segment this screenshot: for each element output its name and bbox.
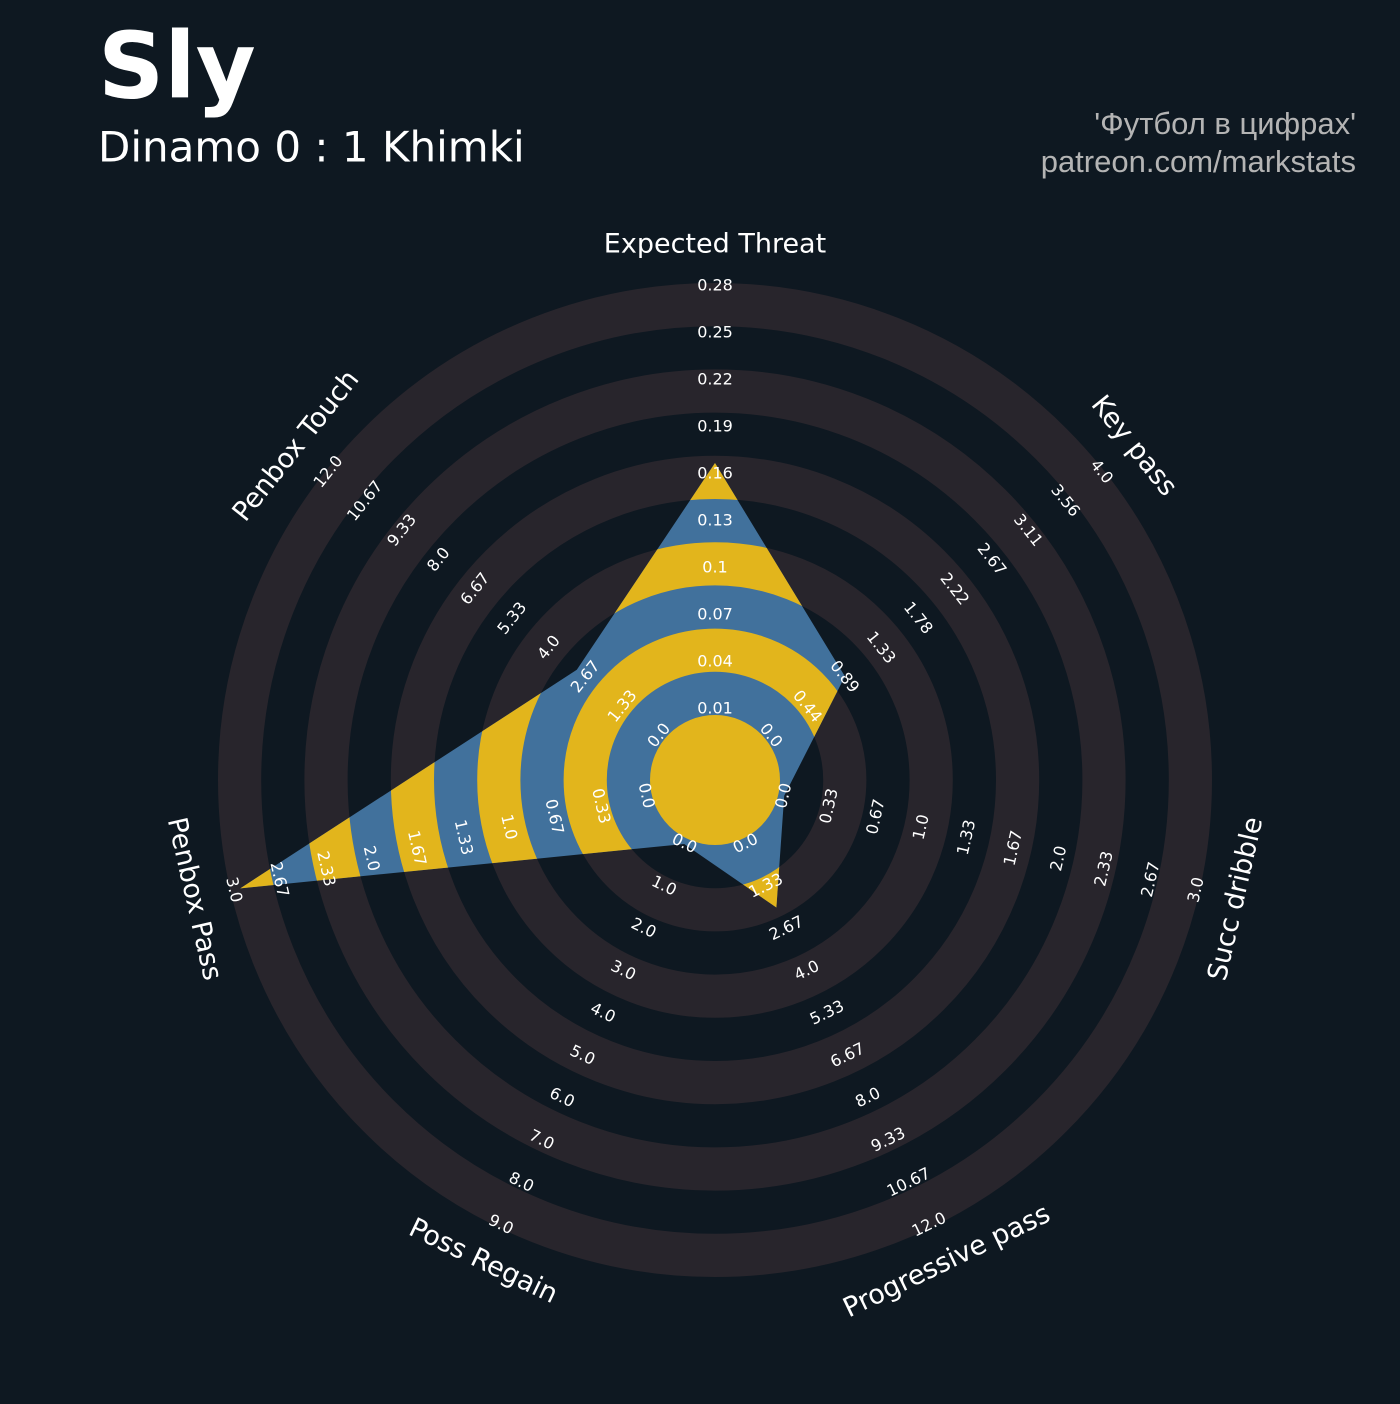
tick-label: 0.28 — [697, 276, 733, 295]
tick-label: 0.01 — [697, 699, 733, 718]
ring — [304, 369, 1126, 1191]
credit: patreon.com/markstats — [1041, 144, 1356, 179]
polygon-ring — [390, 463, 845, 908]
credit: 'Футбол в цифрах' — [1094, 106, 1356, 141]
tick-label: 0.13 — [697, 511, 733, 530]
tick-label: 0.1 — [702, 558, 727, 577]
chart-title: Sly — [98, 12, 256, 119]
chart-subtitle: Dinamo 0 : 1 Khimki — [98, 123, 525, 172]
tick-label: 0.16 — [697, 464, 733, 483]
param-label: Expected Threat — [604, 229, 826, 260]
tick-label: 0.04 — [697, 652, 733, 671]
tick-label: 0.22 — [697, 370, 733, 389]
tick-label: 0.07 — [697, 605, 733, 624]
polygon-ring — [477, 542, 845, 908]
center-circle — [650, 715, 780, 845]
tick-label: 0.25 — [697, 323, 733, 342]
ring — [218, 283, 1212, 1277]
tick-label: 0.19 — [697, 417, 733, 436]
